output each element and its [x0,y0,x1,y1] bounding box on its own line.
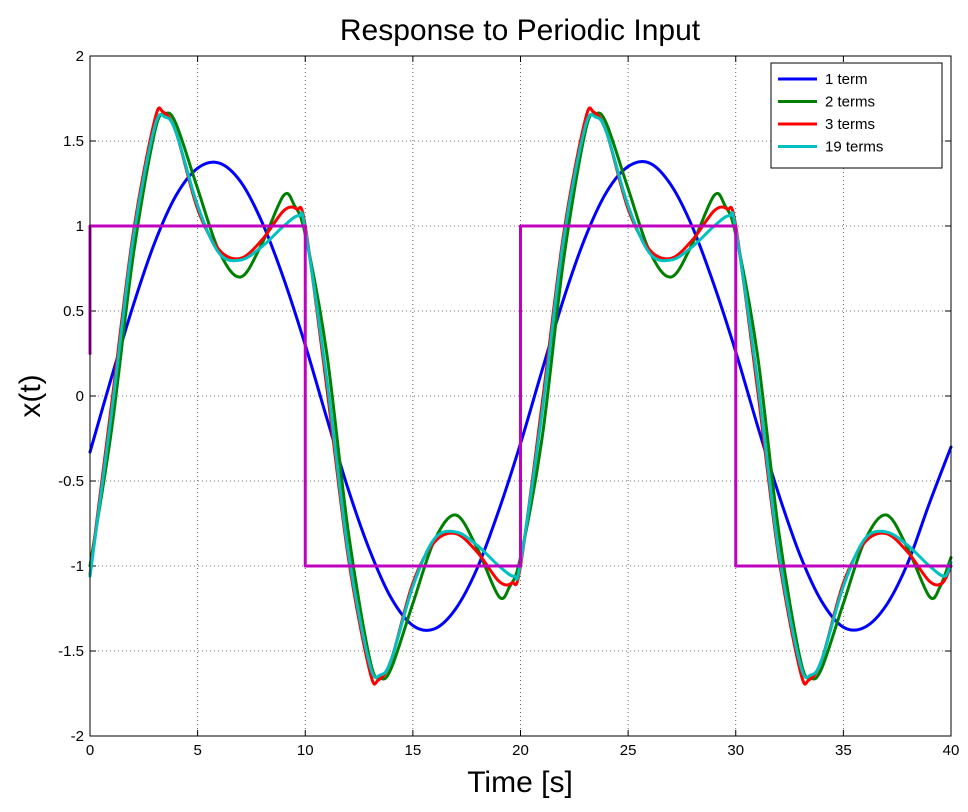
legend-label: 2 terms [825,94,875,111]
plot-frame [89,55,952,737]
x-tick-label: 15 [405,742,422,759]
y-tick-label: 0 [76,388,84,405]
x-tick-label: 25 [620,742,637,759]
y-tick-label: 1 [76,218,84,235]
x-tick-label: 30 [727,742,744,759]
x-axis-title: Time [s] [467,766,573,799]
x-tick-label: 20 [512,742,529,759]
legend-label: 19 terms [825,139,883,156]
y-tick-label: -0.5 [58,473,84,490]
x-tick-label: 5 [193,742,201,759]
legend-items: 1 term 2 terms 3 terms 19 terms [778,71,883,156]
x-tick-label: 35 [835,742,852,759]
x-tick-label: 10 [297,742,314,759]
y-tick-label: -1.5 [58,643,84,660]
y-axis-title: x(t) [14,374,47,417]
y-tick-label: 2 [76,48,84,65]
series-layer [88,106,953,686]
legend: 1 term 2 terms 3 terms 19 terms [770,62,943,169]
y-tick-label: -2 [71,728,84,745]
y-tick-label: -1 [71,558,84,575]
legend-label: 1 term [825,71,868,88]
input-signal-line [88,224,953,568]
tick-layer: 0 5 10 15 20 25 30 35 40 -2 -1.5 -1 -0.5 0 0.5 1 1.5 2 [58,48,959,759]
legend-label: 3 terms [825,116,875,133]
y-tick-label: 1.5 [63,133,84,150]
chart-title: Response to Periodic Input [340,14,701,47]
x-tick-label: 40 [943,742,960,759]
y-tick-label: 0.5 [63,303,84,320]
x-tick-label: 0 [86,742,94,759]
